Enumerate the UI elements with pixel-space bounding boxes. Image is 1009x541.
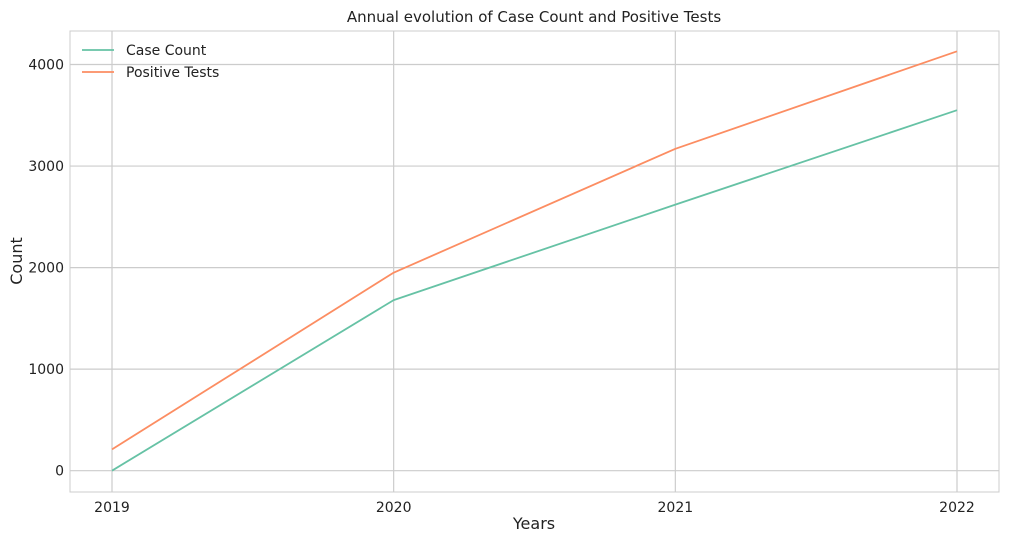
plot-area	[69, 30, 1000, 493]
x-tick-label: 2022	[939, 500, 975, 516]
x-tick-label: 2021	[658, 500, 694, 516]
legend: Case Count Positive Tests	[82, 43, 219, 81]
y-axis-title: Count	[7, 237, 26, 285]
y-tick-label: 2000	[28, 261, 64, 277]
y-tick-label: 4000	[28, 58, 64, 74]
x-tick-label: 2019	[94, 500, 130, 516]
legend-label-case-count: Case Count	[126, 43, 207, 59]
y-tick-label: 0	[55, 464, 64, 480]
series-lines	[111, 50, 958, 472]
tick-labels: 2019 2020 2021 2022 0 1000 2000 3000 4000	[28, 58, 974, 516]
legend-label-positive-tests: Positive Tests	[126, 65, 219, 81]
chart-title: Annual evolution of Case Count and Posit…	[347, 8, 722, 26]
grid-lines	[70, 31, 999, 492]
x-axis-title: Years	[512, 514, 555, 533]
y-tick-label: 3000	[28, 159, 64, 175]
series-line-case-count	[111, 109, 958, 472]
y-tick-label: 1000	[28, 362, 64, 378]
x-tick-label: 2020	[376, 500, 412, 516]
series-line-positive-tests	[111, 50, 958, 451]
